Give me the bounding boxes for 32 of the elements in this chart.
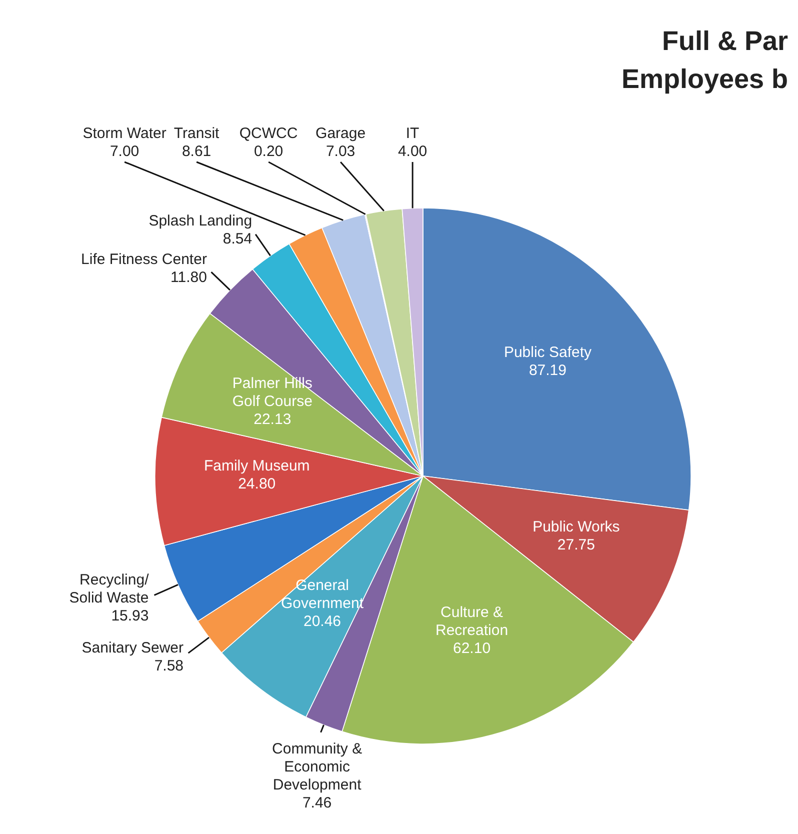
slice-label: Life Fitness Center (81, 250, 207, 268)
data-label: 8.54 (222, 230, 252, 248)
data-label: 4.00 (398, 143, 428, 160)
data-label: 7.58 (154, 658, 184, 675)
data-label: 20.46 (303, 613, 342, 630)
data-label: 7.03 (326, 143, 356, 160)
slice-label: IT (406, 125, 420, 142)
slice-label: QCWCC (239, 125, 298, 142)
data-label: 15.93 (111, 608, 149, 625)
data-label: 11.80 (170, 268, 207, 286)
data-label: 22.13 (254, 410, 292, 428)
slice-label: Sanitary Sewer (82, 640, 184, 657)
slice-label: Garage (316, 125, 366, 142)
chart-title: Full & Par (662, 26, 788, 56)
slice-label: Storm Water (82, 125, 166, 142)
slice-label: Public Safety (504, 344, 592, 362)
data-label: 8.61 (182, 143, 212, 160)
slice-label: Transit (174, 125, 220, 142)
slice-label: Public Works (532, 518, 620, 536)
slice-label: Community & Economic Development (272, 740, 362, 794)
data-label: 24.80 (238, 475, 276, 492)
data-label: 0.20 (254, 143, 284, 160)
chart-subtitle: Employees b (621, 64, 788, 94)
data-label: 7.00 (110, 143, 140, 160)
data-label: 7.46 (302, 794, 332, 812)
slice-label: Culture & Recreation (436, 604, 508, 639)
slice-label: Recycling/ Solid Waste (69, 572, 150, 607)
data-label: 62.10 (453, 640, 491, 657)
slice-label: Splash Landing (148, 212, 252, 230)
data-label: 27.75 (557, 536, 595, 554)
data-label: 87.19 (528, 362, 567, 380)
slice-label: Family Museum (204, 457, 310, 474)
